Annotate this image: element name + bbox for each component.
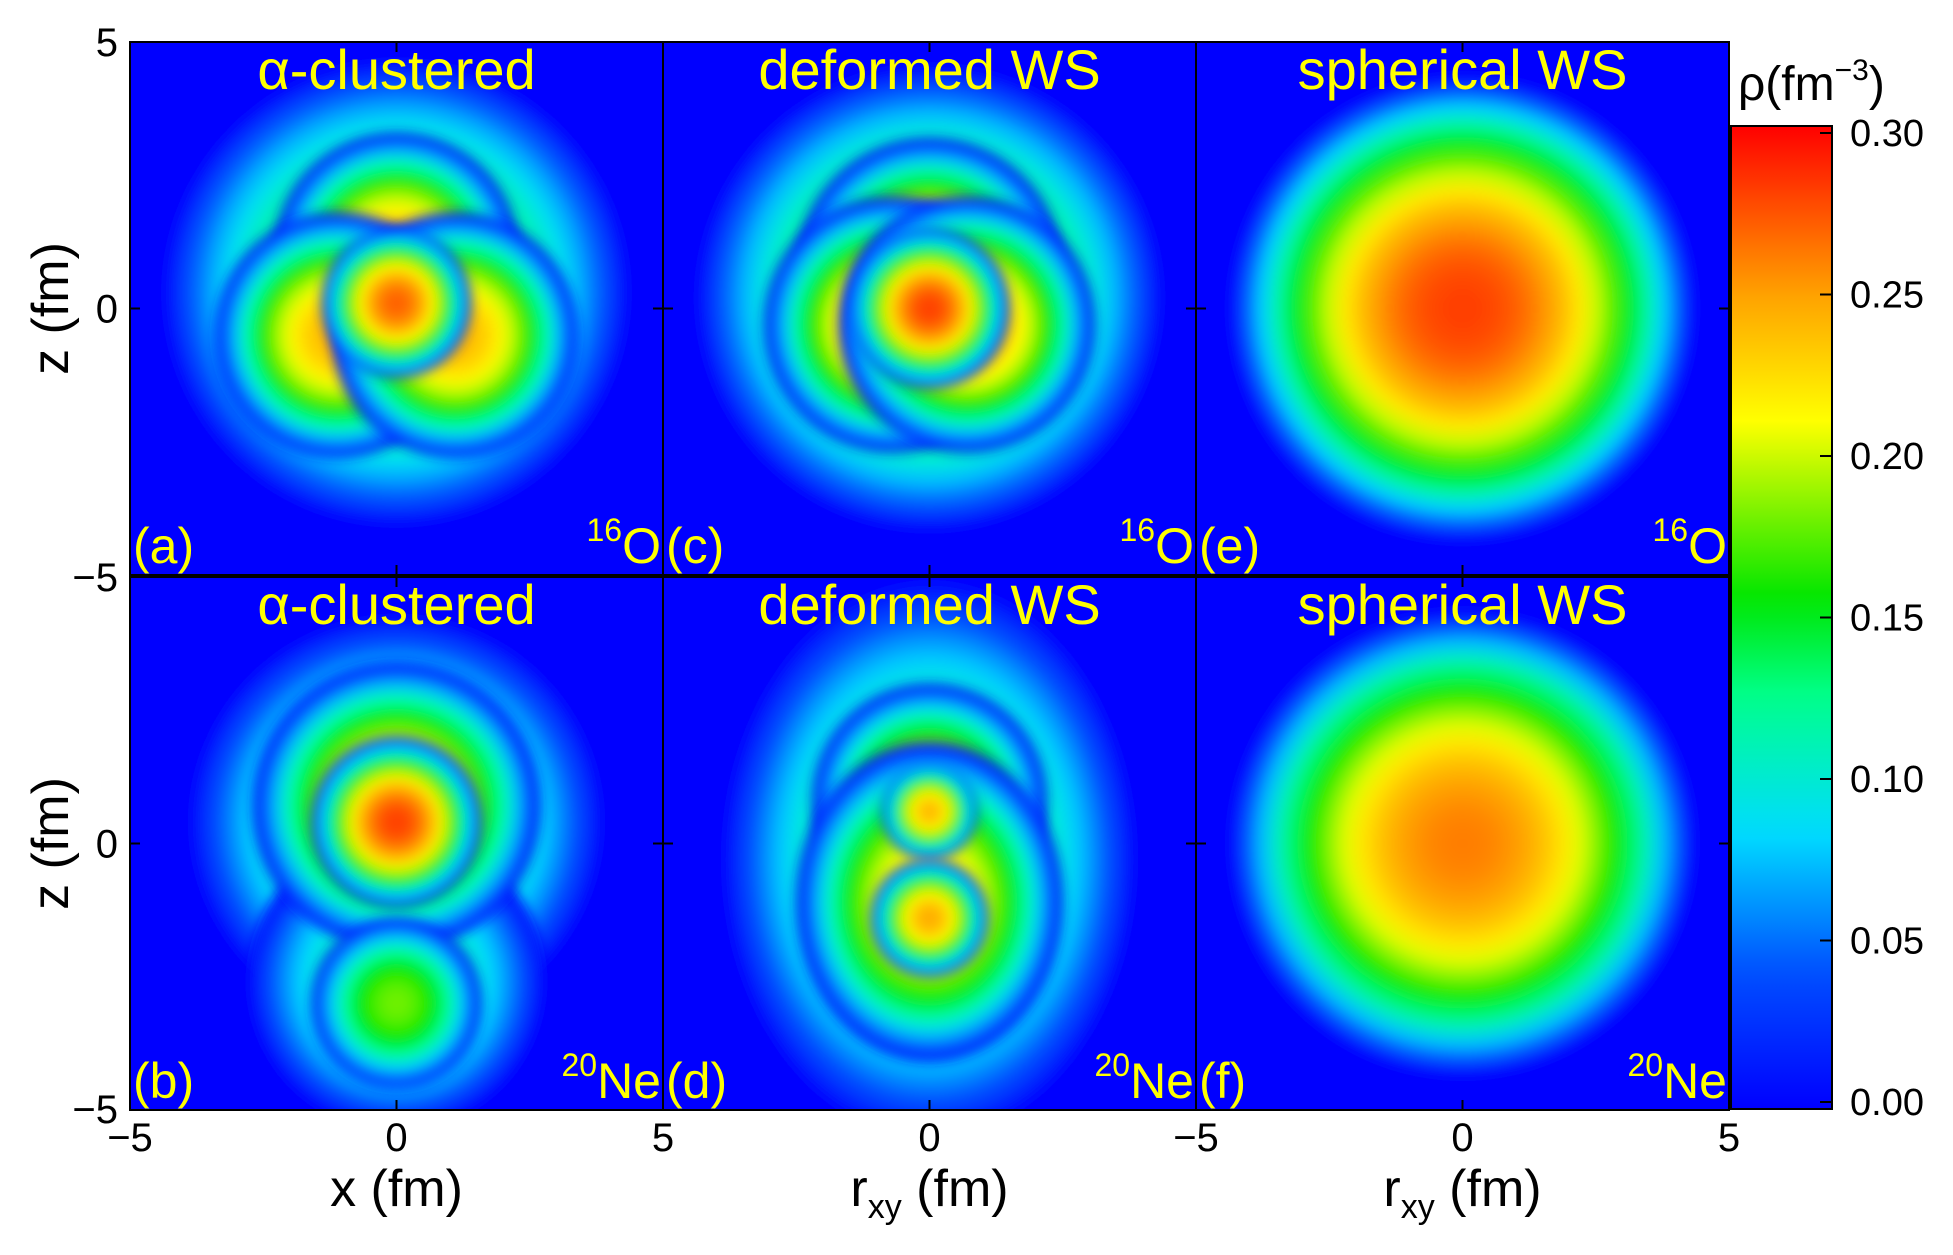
colorbar-tick-label: 0.15 [1850,598,1924,640]
y-axis-label: z (fm) [22,777,80,910]
axis-ticks: −5 0 5 0 −5 0 5 x (fm) rxy (fm) rxy (fm) 5 0 −5 0 −5 z … [22,21,1740,1226]
x-tick-label: 5 [652,1116,674,1160]
x-tick-label: 5 [1718,1116,1740,1160]
nucleus-label: 16O [1120,512,1195,574]
colorbar-tick-label: 0.00 [1850,1082,1924,1124]
nucleus-symbol: O [1688,518,1727,574]
panel-e: spherical WS(e) 16O [1196,38,1729,575]
x-tick-label: −5 [107,1116,153,1160]
nucleus-symbol: Ne [1663,1053,1727,1109]
colorbar: 0.30 0.25 0.20 0.15 0.10 0.05 0.00 ρ(fm−3) [1730,54,1924,1124]
y-tick-label: 5 [96,21,118,65]
alpha-cluster-bottom [311,918,482,1089]
panel-b: α-clustered(b) 20Ne [130,573,663,1110]
colorbar-tick-label: 0.20 [1850,436,1924,478]
density-sphere [1227,73,1698,544]
nucleus-mass: 16 [1120,512,1156,548]
panel-label: (f) [1199,1053,1246,1109]
colorbar-tick-label: 0.30 [1850,113,1924,155]
panel-a: α-clustered(a) 16O [130,38,663,575]
x-axis-label: x (fm) [330,1160,463,1218]
nucleus-label: 20Ne [1094,1047,1194,1109]
y-tick-label: 0 [96,823,118,867]
panel-label: (b) [133,1053,194,1109]
y-tick-label: 0 [96,288,118,332]
nucleus-mass: 20 [1627,1047,1663,1083]
panel-label: (d) [666,1053,727,1109]
panel-c: deformed WS(c) 16O [663,38,1196,575]
density-sphere [1227,608,1698,1079]
x-tick-label: 0 [1451,1116,1473,1160]
x-tick-label: −5 [1173,1116,1219,1160]
colorbar-gradient [1731,126,1832,1109]
density-core [849,228,1010,389]
x-axis-label: rxy (fm) [850,1160,1008,1226]
colorbar-tick-label: 0.05 [1850,921,1924,963]
density-peak [311,736,482,908]
nucleus-symbol: Ne [1130,1053,1194,1109]
nucleus-mass: 16 [1653,512,1689,548]
density-peak-upper [881,763,978,860]
nucleus-symbol: O [622,518,661,574]
nucleus-mass: 20 [1094,1047,1130,1083]
colorbar-tick-label: 0.25 [1850,275,1924,317]
panel-label: (e) [1199,518,1260,574]
x-tick-label: 0 [385,1116,407,1160]
nucleus-label: 20Ne [561,1047,661,1109]
nucleus-symbol: Ne [597,1053,661,1109]
nucleus-label: 16O [1653,512,1728,574]
nucleus-symbol: O [1155,518,1194,574]
panel-label: (c) [666,518,724,574]
density-core [321,228,472,378]
y-tick-label: −5 [72,556,118,600]
nucleus-mass: 20 [561,1047,597,1083]
x-axis-label: rxy (fm) [1383,1160,1541,1226]
panel-d: deformed WS(d) 20Ne [663,573,1196,1110]
nucleus-mass: 16 [587,512,623,548]
colorbar-tick-label: 0.10 [1850,759,1924,801]
x-tick-label: 0 [918,1116,940,1160]
colorbar-title: ρ(fm−3) [1738,54,1885,111]
nucleus-label: 16O [587,512,662,574]
panel-label: (a) [133,518,194,574]
density-peak-lower [870,859,989,977]
nucleus-label: 20Ne [1627,1047,1727,1109]
y-axis-label: z (fm) [22,242,80,375]
y-tick-label: −5 [72,1088,118,1132]
panel-f: spherical WS(f) 20Ne [1196,573,1729,1110]
